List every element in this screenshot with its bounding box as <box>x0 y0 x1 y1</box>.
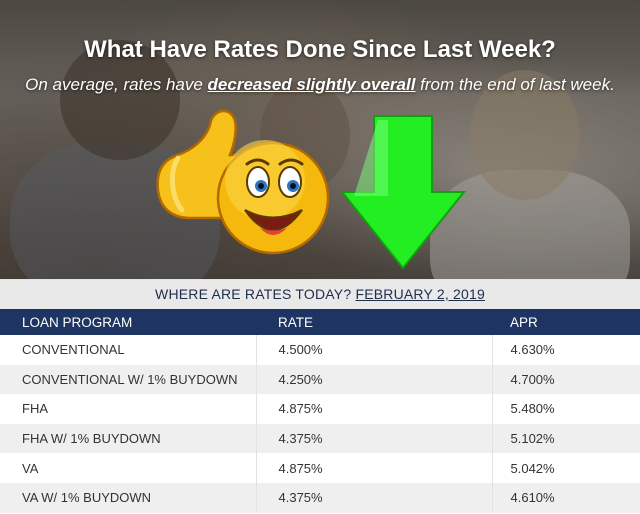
rate-cell: 4.500% <box>255 335 492 365</box>
rates-table: LOAN PROGRAM RATE APR CONVENTIONAL 4.500… <box>0 309 640 513</box>
table-row: CONVENTIONAL 4.500% 4.630% <box>0 335 640 365</box>
background-person-right-head <box>470 70 580 200</box>
table-header-row: LOAN PROGRAM RATE APR <box>0 309 640 335</box>
table-row: FHA W/ 1% BUYDOWN 4.375% 5.102% <box>0 423 640 454</box>
rate-cell: 4.250% <box>255 364 492 395</box>
rate-cell: 4.375% <box>255 423 492 454</box>
apr-cell: 5.102% <box>491 423 640 454</box>
hero-background: What Have Rates Done Since Last Week? On… <box>0 0 640 280</box>
page-title: What Have Rates Done Since Last Week? <box>84 36 556 63</box>
rate-cell: 4.375% <box>255 482 492 513</box>
loan-program-cell: VA W/ 1% BUYDOWN <box>22 490 152 506</box>
rate-cell: 4.875% <box>255 394 492 424</box>
table-row: VA W/ 1% BUYDOWN 4.375% 4.610% <box>0 482 640 513</box>
column-header-apr: APR <box>510 314 538 330</box>
rates-heading-label: WHERE ARE RATES TODAY? <box>155 286 352 302</box>
down-arrow-icon <box>339 115 467 270</box>
rate-cell: 4.875% <box>255 453 492 483</box>
loan-program-cell: CONVENTIONAL <box>22 342 125 358</box>
apr-cell: 4.630% <box>491 335 640 365</box>
hero-overlay <box>0 0 640 280</box>
rates-section-heading: WHERE ARE RATES TODAY? FEBRUARY 2, 2019 <box>0 279 640 309</box>
table-row: CONVENTIONAL W/ 1% BUYDOWN 4.250% 4.700% <box>0 364 640 395</box>
loan-program-cell: VA <box>22 460 39 476</box>
subtitle-text-after: from the end of last week. <box>415 75 615 94</box>
page-subtitle: On average, rates have decreased slightl… <box>0 75 640 95</box>
apr-cell: 5.042% <box>491 453 640 483</box>
column-header-rate: RATE <box>278 314 314 330</box>
loan-program-cell: FHA W/ 1% BUYDOWN <box>22 431 161 447</box>
background-person-left-head <box>60 40 180 160</box>
column-header-loan-program: LOAN PROGRAM <box>22 314 133 330</box>
rates-date: FEBRUARY 2, 2019 <box>355 286 485 302</box>
apr-cell: 5.480% <box>491 394 640 424</box>
loan-program-cell: CONVENTIONAL W/ 1% BUYDOWN <box>22 371 238 387</box>
apr-cell: 4.610% <box>491 482 640 513</box>
table-row: VA 4.875% 5.042% <box>0 453 640 483</box>
table-row: FHA 4.875% 5.480% <box>0 394 640 424</box>
subtitle-text-before: On average, rates have <box>25 75 208 94</box>
thumbs-up-smiley-icon <box>156 109 330 255</box>
apr-cell: 4.700% <box>491 364 640 395</box>
subtitle-highlight: decreased slightly overall <box>207 75 416 94</box>
loan-program-cell: FHA <box>22 401 48 417</box>
